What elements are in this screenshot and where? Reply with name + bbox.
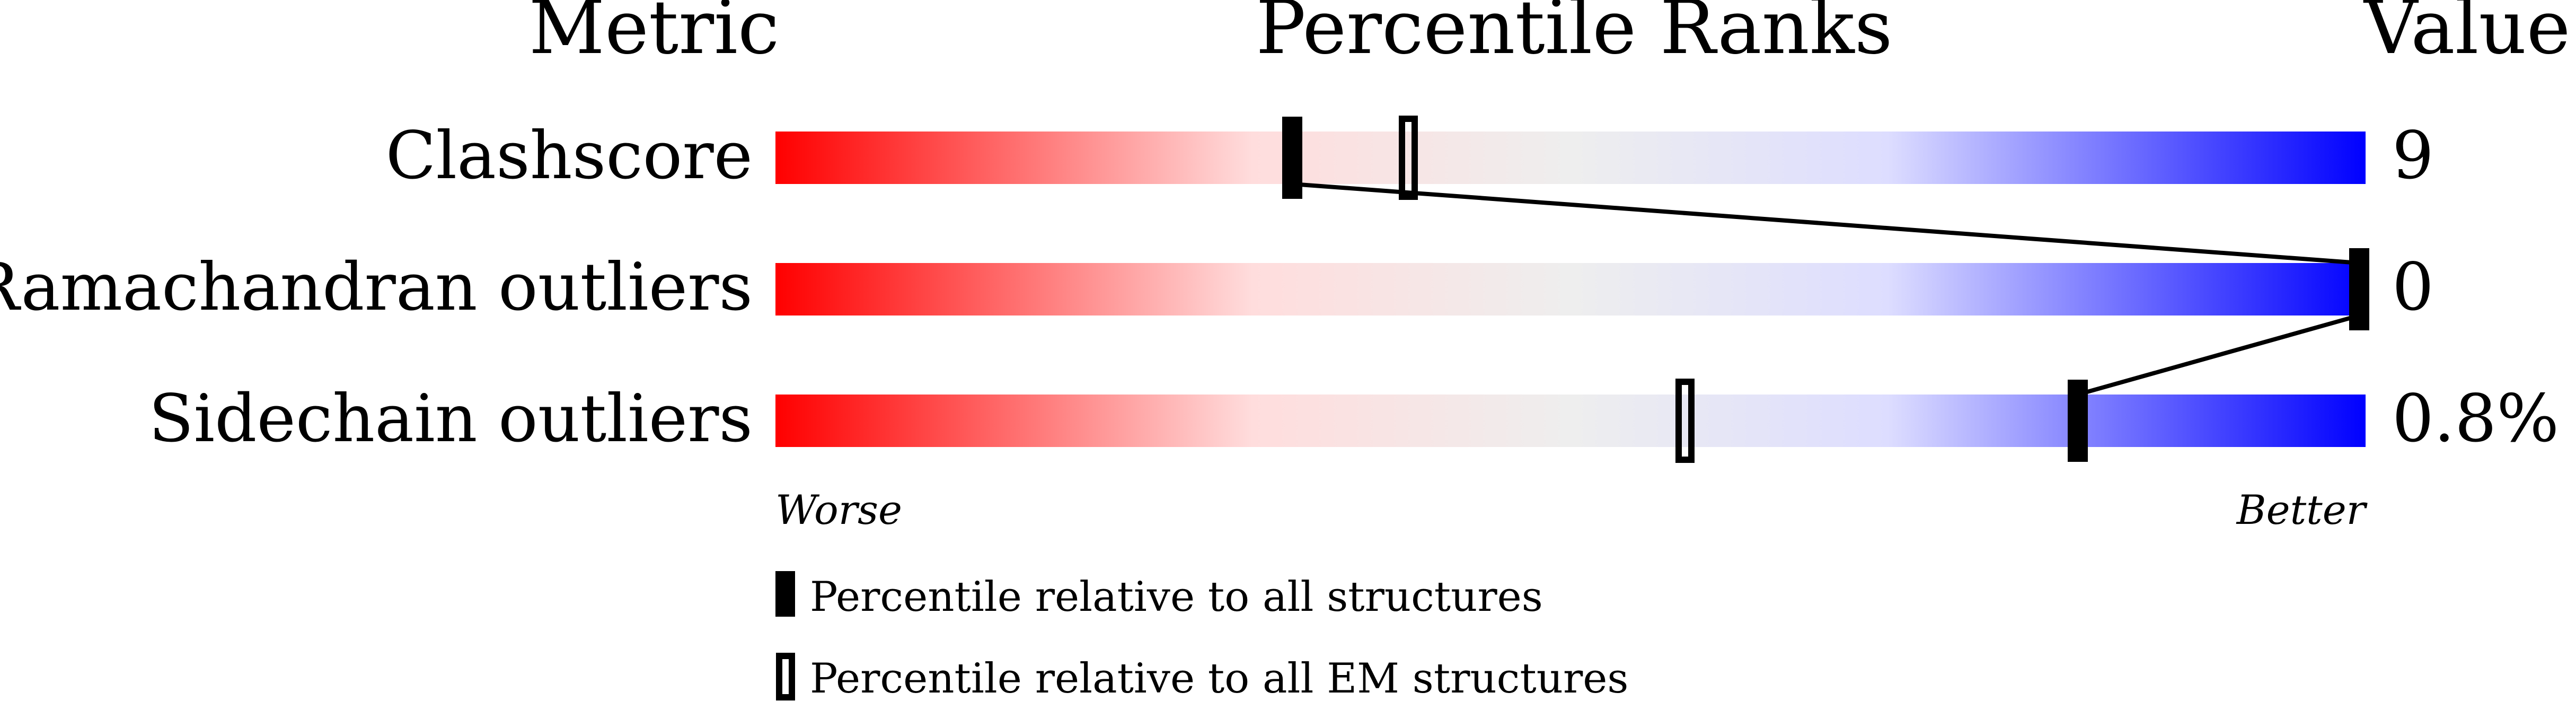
em-percentile-marker xyxy=(1399,116,1418,200)
metric-value: 0 xyxy=(2392,249,2434,326)
legend-em-label: Percentile relative to all EM structures xyxy=(810,655,1628,701)
percentile-bar xyxy=(775,132,2366,184)
metric-label: Clashscore xyxy=(386,118,753,194)
metric-value: 9 xyxy=(2392,118,2434,194)
metric-row: Sidechain outliers 0.8% xyxy=(149,379,2559,463)
better-label: Better xyxy=(2236,486,2368,533)
metric-row: Clashscore 9 xyxy=(386,116,2434,200)
metric-label: Sidechain outliers xyxy=(149,381,753,457)
header-metric: Metric xyxy=(529,0,780,71)
legend-all-label: Percentile relative to all structures xyxy=(810,573,1543,621)
legend-filled-marker xyxy=(775,571,795,617)
metric-row: Ramachandran outliers 0 xyxy=(0,248,2434,330)
percentile-bar xyxy=(775,263,2366,316)
connector-line xyxy=(1292,182,2360,265)
legend-hollow-marker xyxy=(776,653,795,700)
worse-label: Worse xyxy=(775,486,902,533)
header-value: Value xyxy=(2363,0,2571,71)
metric-label: Ramachandran outliers xyxy=(0,249,753,326)
metric-value: 0.8% xyxy=(2392,381,2559,457)
em-percentile-marker xyxy=(1675,379,1695,463)
header-percentile-ranks: Percentile Ranks xyxy=(1256,0,1892,71)
connector-line xyxy=(2077,313,2360,397)
percentile-bar xyxy=(775,395,2366,447)
